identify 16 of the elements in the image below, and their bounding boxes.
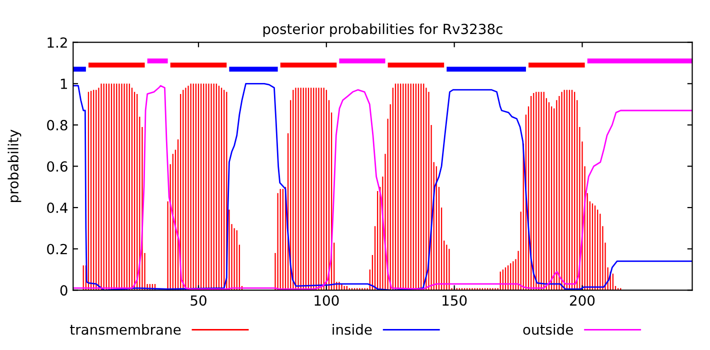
y-tick-label: 1 [60, 78, 67, 89]
y-tick-label: 1.2 [48, 37, 67, 48]
y-tick-label: 0.8 [47, 120, 68, 130]
y-tick-label: 0.6 [47, 161, 68, 172]
y-tick-label: 0.2 [47, 244, 67, 254]
legend-label: transmembrane [70, 324, 181, 335]
y-axis-title: probability [8, 130, 22, 202]
legend-label: inside [332, 324, 372, 335]
x-tick-label: 100 [314, 295, 339, 306]
y-tick-label: 0.4 [47, 202, 68, 214]
chart-title: posterior probabilities for Rv3238c [263, 23, 502, 37]
x-tick-label: 50 [190, 295, 206, 306]
legend-label: outside [523, 324, 573, 335]
y-tick-label: 0 [60, 285, 68, 296]
x-tick-label: 150 [442, 295, 467, 306]
x-tick-label: 200 [570, 295, 595, 306]
